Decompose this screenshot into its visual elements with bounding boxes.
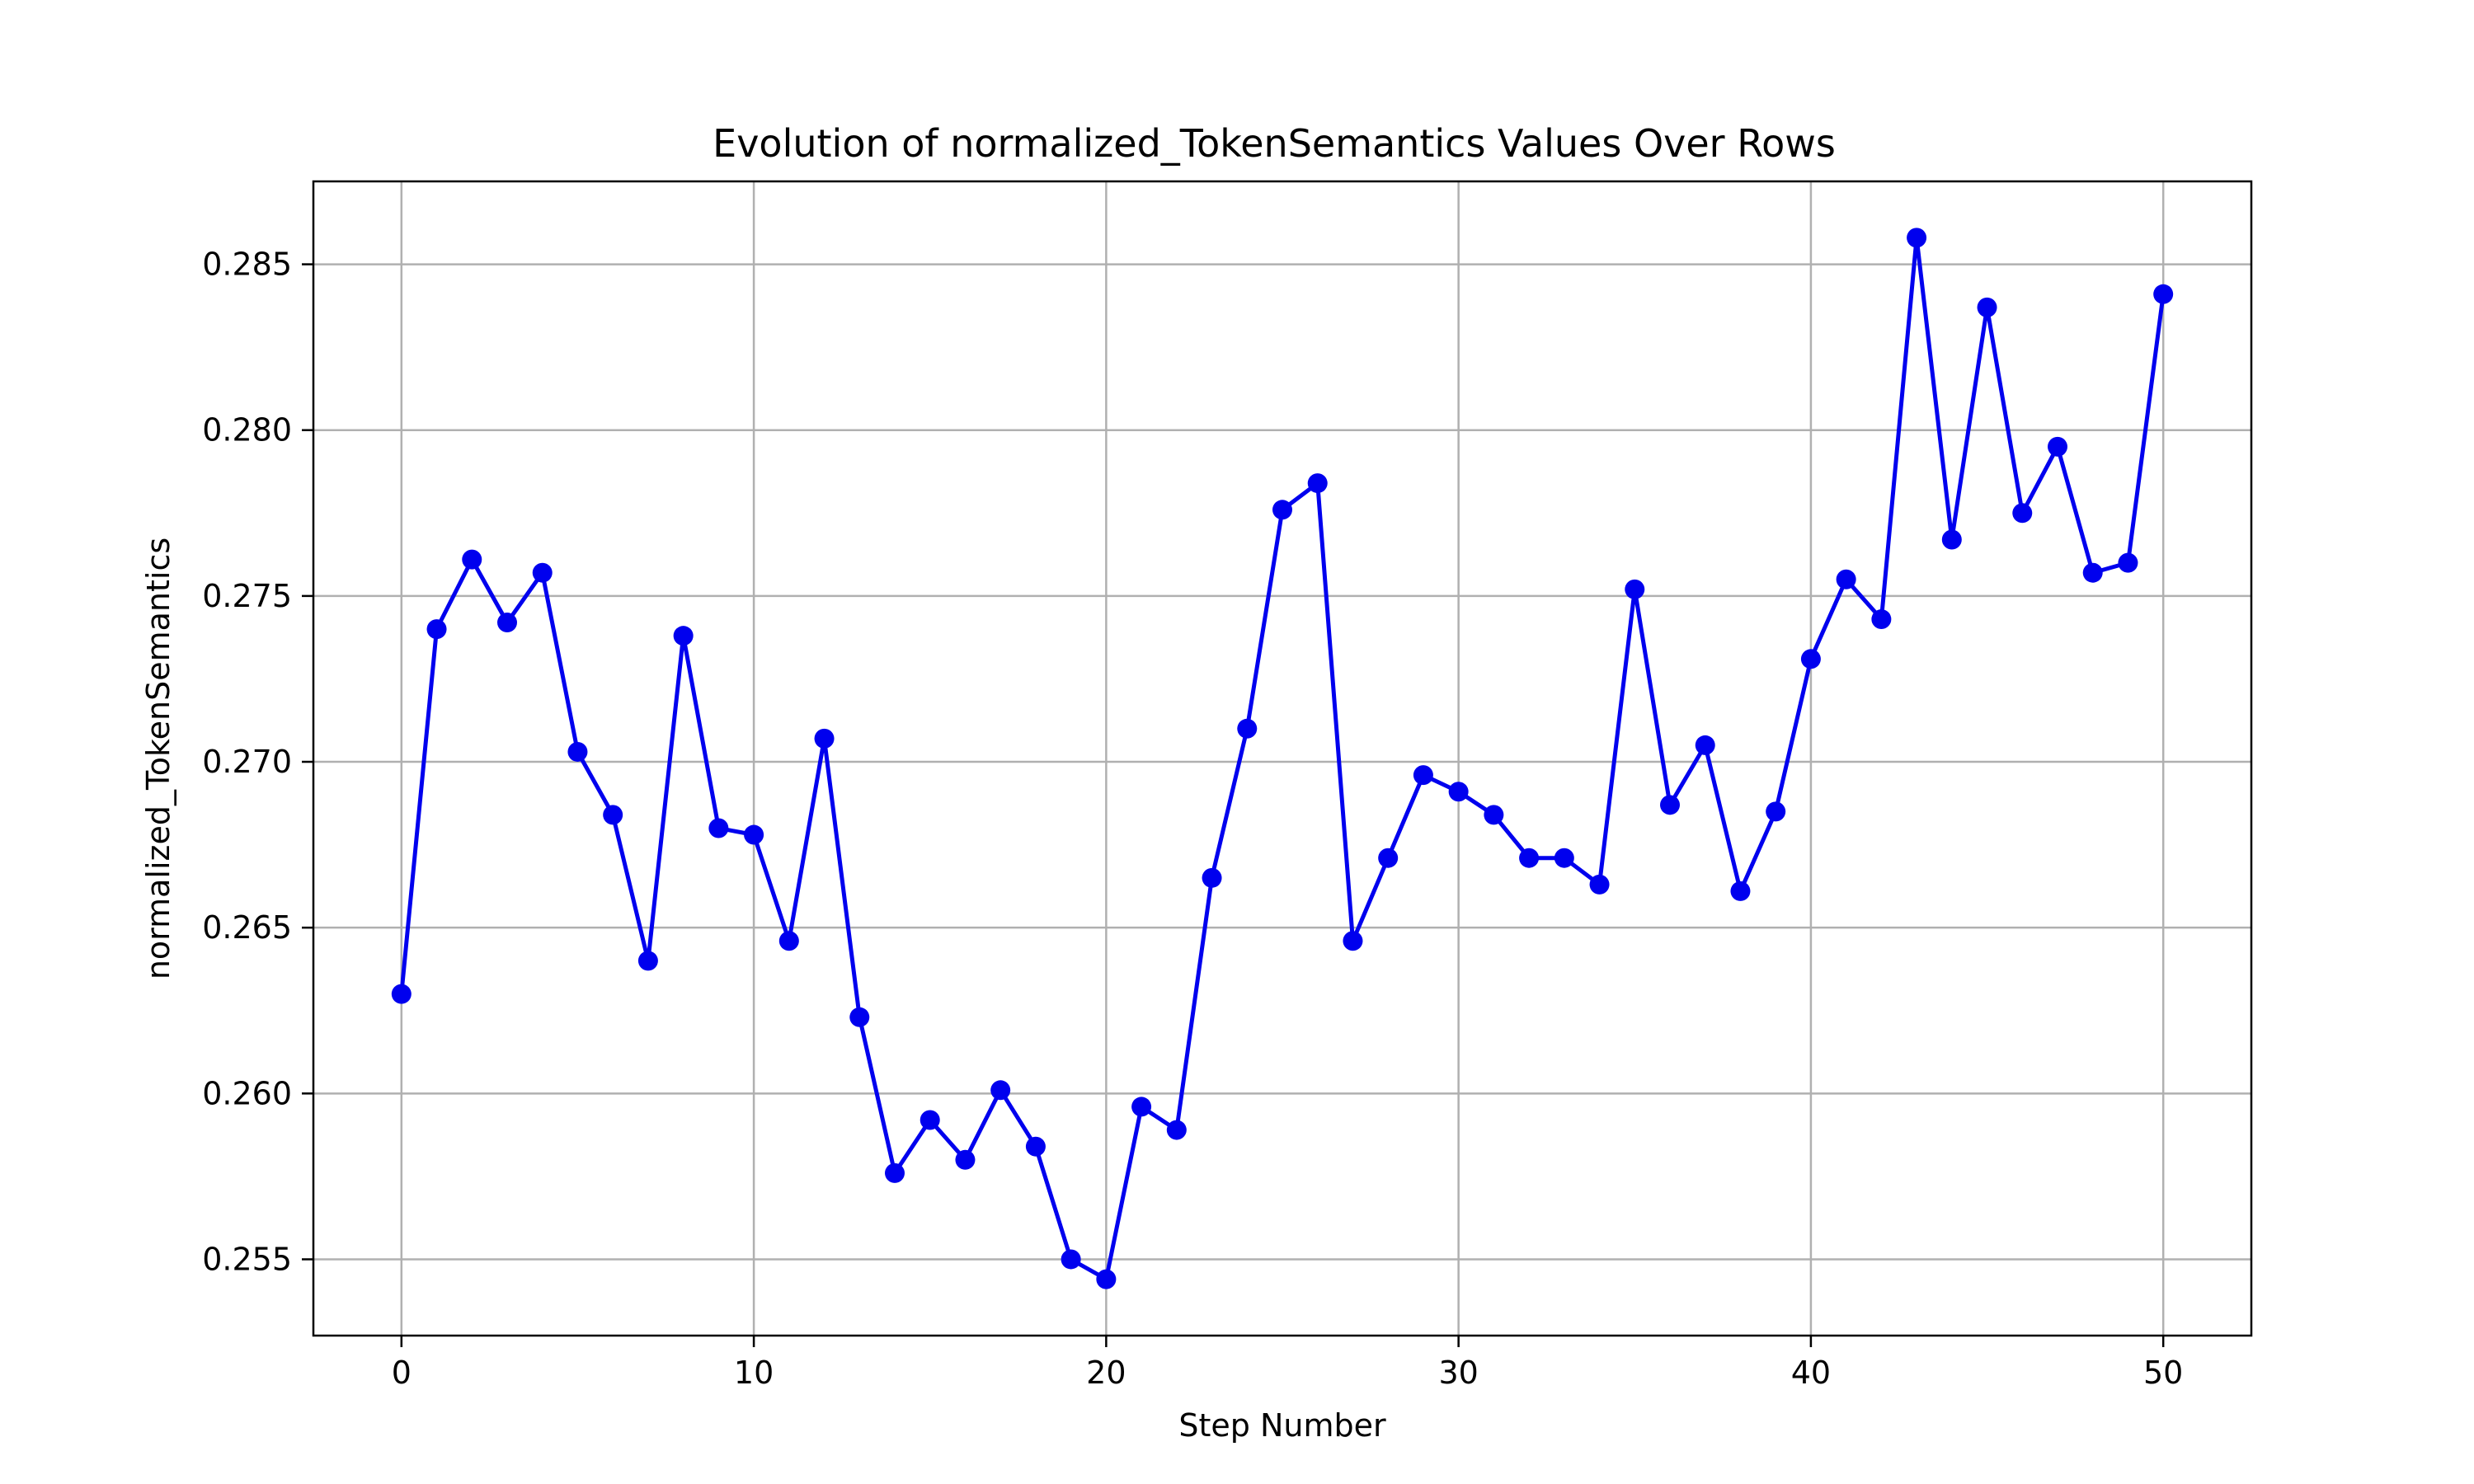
data-point: [1589, 874, 1610, 895]
data-point: [744, 824, 764, 845]
data-point: [2118, 552, 2138, 573]
data-point: [849, 1007, 870, 1027]
data-point: [708, 818, 729, 838]
data-point: [1131, 1097, 1152, 1117]
x-axis-label: Step Number: [1178, 1407, 1386, 1444]
data-point: [955, 1149, 976, 1170]
x-tick-label: 30: [1438, 1355, 1478, 1391]
y-axis-label: normalized_TokenSemantics: [140, 538, 176, 979]
data-point: [1272, 500, 1292, 520]
data-point: [1025, 1136, 1046, 1157]
y-tick-label: 0.275: [202, 578, 292, 614]
data-point: [1061, 1249, 1081, 1270]
data-point: [1307, 473, 1328, 494]
data-point: [1766, 801, 1786, 822]
data-point: [673, 626, 694, 646]
data-point: [1977, 297, 1997, 317]
y-tick-label: 0.280: [202, 412, 292, 448]
grid: [313, 181, 2251, 1336]
data-point: [1343, 931, 1363, 951]
data-point: [2048, 436, 2067, 457]
y-tick-label: 0.285: [202, 247, 292, 283]
data-point: [1237, 718, 1258, 739]
data-point: [532, 562, 553, 583]
series-line: [399, 235, 2166, 1282]
data-point: [1202, 867, 1222, 888]
data-point: [1836, 569, 1856, 589]
data-series: [391, 228, 2174, 1289]
y-tick-label: 0.260: [202, 1075, 292, 1111]
data-point: [1554, 848, 1574, 868]
data-point: [814, 728, 835, 749]
data-point: [1413, 765, 1433, 786]
data-point: [567, 741, 588, 762]
data-point: [426, 619, 447, 640]
data-point: [1730, 881, 1751, 901]
data-point: [1941, 529, 1962, 550]
data-point: [1448, 782, 1469, 802]
data-point: [2012, 503, 2033, 524]
data-point: [1519, 848, 1540, 868]
x-tick-label: 10: [734, 1355, 774, 1391]
data-point: [1484, 805, 1504, 825]
data-point: [1871, 609, 1892, 630]
chart-title: Evolution of normalized_TokenSemantics V…: [713, 121, 1836, 166]
data-point: [1378, 848, 1399, 868]
data-point: [920, 1110, 940, 1130]
data-point: [391, 984, 412, 1004]
data-point: [2153, 284, 2174, 304]
x-tick-label: 0: [392, 1355, 412, 1391]
data-point: [885, 1162, 905, 1183]
data-point: [1800, 649, 1821, 669]
data-point: [497, 613, 517, 633]
x-tick-label: 40: [1791, 1355, 1831, 1391]
data-point: [1660, 795, 1680, 815]
data-point: [462, 549, 482, 570]
y-tick-label: 0.265: [202, 909, 292, 946]
x-tick-label: 20: [1086, 1355, 1126, 1391]
data-point: [603, 805, 623, 825]
data-point: [2082, 562, 2103, 583]
plot-frame: [312, 180, 2253, 1337]
data-point: [1695, 735, 1715, 755]
data-point: [637, 951, 658, 971]
data-point: [990, 1080, 1011, 1101]
data-point: [778, 931, 799, 951]
y-tick-label: 0.255: [202, 1241, 292, 1277]
y-tick-label: 0.270: [202, 744, 292, 780]
axis-ticks: 0 10 20 30 40 50 0.255 0.260 0.265 0.270 0.275 0.28…: [202, 247, 2183, 1391]
data-point: [1096, 1269, 1117, 1289]
x-tick-label: 50: [2143, 1355, 2183, 1391]
data-point: [1625, 579, 1645, 599]
data-point: [1166, 1120, 1187, 1140]
data-point: [1907, 228, 1927, 248]
